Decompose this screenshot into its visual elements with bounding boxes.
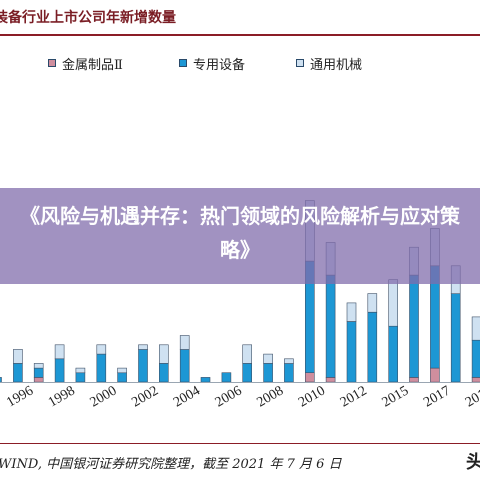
legend-swatch (48, 59, 56, 67)
bar-segment (284, 358, 294, 364)
x-tick-label: 1998 (46, 383, 78, 410)
bar-segment (75, 372, 86, 383)
x-tick-label: 2019 (463, 383, 480, 410)
x-tick-label: 2004 (171, 383, 203, 410)
bar-segment (284, 363, 294, 383)
bar-segment (33, 377, 44, 383)
bar-segment (346, 302, 357, 322)
bar-segment (0, 377, 2, 383)
bar-segment (54, 358, 65, 383)
bar-segment (409, 377, 419, 383)
bar-segment (409, 274, 419, 378)
bar-segment (304, 372, 315, 383)
bar-segment (263, 353, 273, 364)
bar-segment (159, 363, 169, 383)
x-tick-label: 2017 (421, 383, 453, 410)
legend-label: 通用机械 (310, 57, 363, 73)
x-tick-label: 2008 (254, 383, 286, 410)
bar-segment (325, 274, 336, 378)
brand-mark: 头 (466, 452, 480, 473)
bar-segment (179, 349, 190, 383)
bar-segment (13, 363, 23, 383)
legend-label: 专用设备 (193, 57, 246, 73)
bar-segment (263, 363, 273, 383)
bar-segment (367, 311, 378, 383)
bar-segment (54, 344, 65, 360)
chart-legend: 金属制品Ⅱ 专用设备 通用机械 (0, 53, 480, 73)
x-tick-label: 2002 (129, 383, 161, 410)
footer-rule (0, 443, 480, 444)
source-note: WIND, 中国银河证券研究院整理，截至 2021 年 7 月 6 日 (0, 457, 342, 472)
bar-segment (325, 377, 336, 383)
legend-item: 专用设备 (179, 53, 245, 73)
legend-item: 金属制品Ⅱ (48, 53, 123, 73)
chart-title: 装备行业上市公司年新增数量 (0, 10, 176, 26)
bar-segment (388, 279, 399, 327)
bar-segment (33, 367, 44, 378)
bar-segment (13, 349, 23, 364)
bar-segment (242, 344, 252, 364)
bar-segment (33, 363, 44, 369)
bar-segment (117, 367, 127, 374)
bar-segment (179, 335, 190, 350)
bar-segment (388, 325, 399, 383)
bar-segment (96, 353, 107, 383)
bar-segment (471, 377, 480, 383)
x-tick-label: 2006 (213, 383, 245, 410)
title-rule (0, 34, 480, 36)
bar-segment (75, 367, 86, 374)
legend-swatch (296, 59, 304, 67)
x-tick-label: 1996 (4, 383, 36, 410)
legend-label: 金属制品Ⅱ (62, 57, 123, 73)
x-tick-label: 2000 (88, 383, 120, 410)
bar-segment (346, 321, 357, 383)
x-tick-label: 2010 (296, 383, 328, 410)
bar-segment (430, 367, 440, 383)
bar-segment (96, 344, 107, 355)
bar-segment (471, 316, 480, 341)
overlay-title: 《风险与机遇并存：热门领域的风险解析与应对策略》 (20, 204, 460, 262)
x-tick-label: 2015 (380, 383, 412, 410)
bar-segment (117, 372, 127, 383)
bar-segment (471, 339, 480, 378)
bar-segment (138, 344, 148, 350)
bar-segment (138, 349, 148, 383)
legend-swatch (179, 59, 187, 67)
bar-segment (450, 293, 461, 383)
bar-segment (221, 372, 232, 383)
legend-item: 通用机械 (296, 53, 362, 73)
x-tick-label: 2012 (338, 383, 370, 410)
bar-segment (367, 293, 378, 313)
bar-segment (200, 377, 211, 383)
bar-segment (242, 363, 252, 383)
bar-segment (159, 344, 169, 364)
title-overlay-banner (0, 188, 480, 284)
